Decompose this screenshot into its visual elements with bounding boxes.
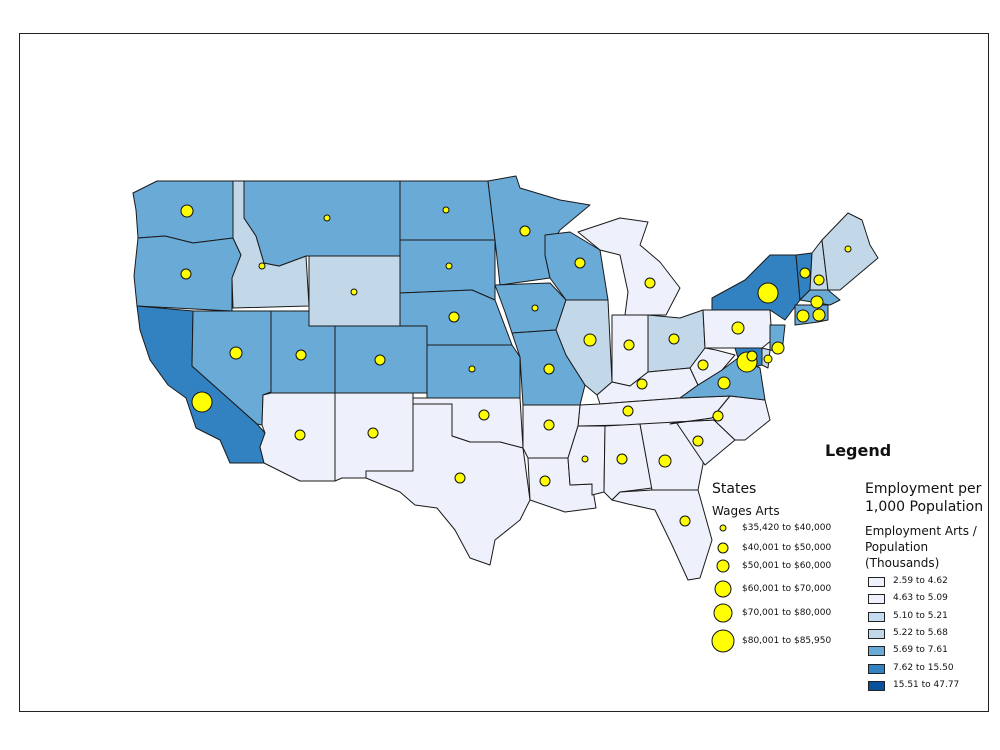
map-frame <box>19 33 989 712</box>
employment-class-swatch <box>868 646 885 656</box>
state-iowa <box>494 282 567 334</box>
employment-class-label: 15.51 to 47.77 <box>893 680 960 690</box>
state-texas <box>365 403 531 566</box>
wage-symbol-new-york <box>757 282 779 304</box>
wages-symbol-legend <box>711 524 735 653</box>
employment-class-label: 7.62 to 15.50 <box>893 663 954 673</box>
employment-class-swatch <box>868 664 885 674</box>
wage-symbol-kansas <box>468 365 476 373</box>
wage-symbol-texas <box>454 472 466 484</box>
employment-legend-title-line3: (Thousands) <box>865 556 940 570</box>
wage-symbol-montana <box>323 214 331 222</box>
employment-group-label-line1: Employment per <box>865 481 982 497</box>
wage-symbol-indiana <box>623 339 635 351</box>
employment-legend-title-line2: Population <box>865 540 929 554</box>
wage-class-symbol-1 <box>719 524 727 532</box>
employment-class-label: 5.10 to 5.21 <box>893 611 948 621</box>
employment-class-label: 5.22 to 5.68 <box>893 628 948 638</box>
wage-symbol-new-mexico <box>367 427 379 439</box>
wage-class-symbol-5 <box>713 603 733 623</box>
wage-symbol-virginia <box>717 376 731 390</box>
wage-class-label: $35,420 to $40,000 <box>742 523 832 533</box>
wage-symbol-south-dakota <box>445 262 453 270</box>
employment-class-label: 5.69 to 7.61 <box>893 645 948 655</box>
wage-symbol-colorado <box>374 354 386 366</box>
wage-symbol-iowa <box>531 304 539 312</box>
employment-class-swatch <box>868 577 885 587</box>
wage-symbol-new-jersey <box>771 341 785 355</box>
wage-symbol-arkansas <box>543 419 555 431</box>
wage-symbol-florida <box>679 515 691 527</box>
wage-symbol-california <box>191 391 213 413</box>
wage-symbol-vermont <box>799 267 811 279</box>
wage-symbol-washington <box>180 204 194 218</box>
employment-group-label-line2: 1,000 Population <box>865 499 984 515</box>
wage-symbol-north-dakota <box>442 206 450 214</box>
wage-symbol-oregon <box>180 268 192 280</box>
wage-symbol-alabama <box>616 453 628 465</box>
state-minnesota <box>487 175 591 286</box>
state-florida <box>611 489 713 581</box>
wages-legend-title: Wages Arts <box>712 504 780 518</box>
wage-symbol-massachusetts <box>810 295 824 309</box>
wage-symbol-wyoming <box>350 288 358 296</box>
wage-class-label: $80,001 to $85,950 <box>742 636 832 646</box>
wage-symbol-connecticut <box>796 309 810 323</box>
wage-symbol-wisconsin <box>574 257 586 269</box>
employment-class-swatch <box>868 594 885 604</box>
employment-class-swatch <box>868 629 885 639</box>
wage-symbol-maryland <box>746 350 758 362</box>
wage-symbol-ohio <box>668 333 680 345</box>
wage-class-label: $40,001 to $50,000 <box>742 543 832 553</box>
wage-symbol-kentucky <box>636 378 648 390</box>
wage-symbol-delaware <box>763 354 773 364</box>
wage-symbol-oklahoma <box>478 409 490 421</box>
wage-symbol-mississippi <box>581 455 589 463</box>
wage-symbol-idaho <box>258 262 266 270</box>
wage-symbol-michigan <box>644 277 656 289</box>
wage-symbol-new-hampshire <box>813 274 825 286</box>
wage-symbol-missouri <box>543 363 555 375</box>
wage-symbol-tennessee <box>622 405 634 417</box>
employment-class-swatch <box>868 612 885 622</box>
wage-class-symbol-3 <box>716 559 730 573</box>
wage-symbol-louisiana <box>539 475 551 487</box>
wage-class-label: $60,001 to $70,000 <box>742 584 832 594</box>
wage-symbol-maine <box>844 245 852 253</box>
wage-symbol-south-carolina <box>692 435 704 447</box>
state-new-york <box>711 254 801 321</box>
wage-class-symbol-6 <box>711 629 735 653</box>
wage-class-symbol-4 <box>714 580 732 598</box>
wage-class-label: $50,001 to $60,000 <box>742 561 832 571</box>
employment-class-label: 4.63 to 5.09 <box>893 593 948 603</box>
legend-title: Legend <box>825 441 892 460</box>
wage-class-symbol-2 <box>717 542 729 554</box>
wage-class-label: $70,001 to $80,000 <box>742 608 832 618</box>
wage-symbol-pennsylvania <box>731 321 745 335</box>
wage-symbol-illinois <box>583 333 597 347</box>
state-montana <box>243 180 401 267</box>
employment-class-label: 2.59 to 4.62 <box>893 576 948 586</box>
wage-symbol-minnesota <box>519 225 531 237</box>
wage-symbol-nevada <box>229 346 243 360</box>
state-illinois <box>555 299 613 396</box>
state-michigan <box>577 217 681 316</box>
wage-symbol-utah <box>295 349 307 361</box>
state-indiana <box>611 314 649 387</box>
wage-symbol-north-carolina <box>712 410 724 422</box>
employment-legend-title-line1: Employment Arts / <box>865 524 977 538</box>
wage-symbol-georgia <box>658 454 672 468</box>
wage-symbol-nebraska <box>448 311 460 323</box>
wage-symbol-arizona <box>294 429 306 441</box>
wage-symbol-west-virginia <box>697 359 709 371</box>
wages-group-label: States <box>712 481 757 497</box>
employment-class-swatch <box>868 681 885 691</box>
wage-symbol-rhode-island <box>812 308 826 322</box>
